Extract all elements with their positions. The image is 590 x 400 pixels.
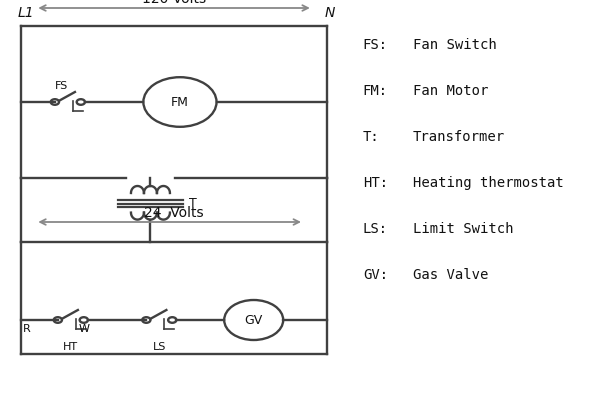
Text: Heating thermostat: Heating thermostat: [413, 176, 564, 190]
Text: W: W: [78, 324, 89, 334]
Text: LS: LS: [153, 342, 166, 352]
Text: FS: FS: [55, 81, 68, 91]
Text: Gas Valve: Gas Valve: [413, 268, 489, 282]
Text: 120 Volts: 120 Volts: [142, 0, 206, 6]
Text: LS:: LS:: [363, 222, 388, 236]
Text: L1: L1: [18, 6, 34, 20]
Text: 24  Volts: 24 Volts: [144, 206, 204, 220]
Text: FS:: FS:: [363, 38, 388, 52]
Text: Limit Switch: Limit Switch: [413, 222, 513, 236]
Text: Transformer: Transformer: [413, 130, 505, 144]
Text: N: N: [324, 6, 335, 20]
Text: FM:: FM:: [363, 84, 388, 98]
Text: GV:: GV:: [363, 268, 388, 282]
Text: HT: HT: [63, 342, 78, 352]
Text: GV: GV: [245, 314, 263, 326]
Text: T: T: [189, 197, 196, 210]
Text: FM: FM: [171, 96, 189, 108]
Text: R: R: [22, 324, 30, 334]
Text: T:: T:: [363, 130, 379, 144]
Text: Fan Switch: Fan Switch: [413, 38, 497, 52]
Text: Fan Motor: Fan Motor: [413, 84, 489, 98]
Text: HT:: HT:: [363, 176, 388, 190]
